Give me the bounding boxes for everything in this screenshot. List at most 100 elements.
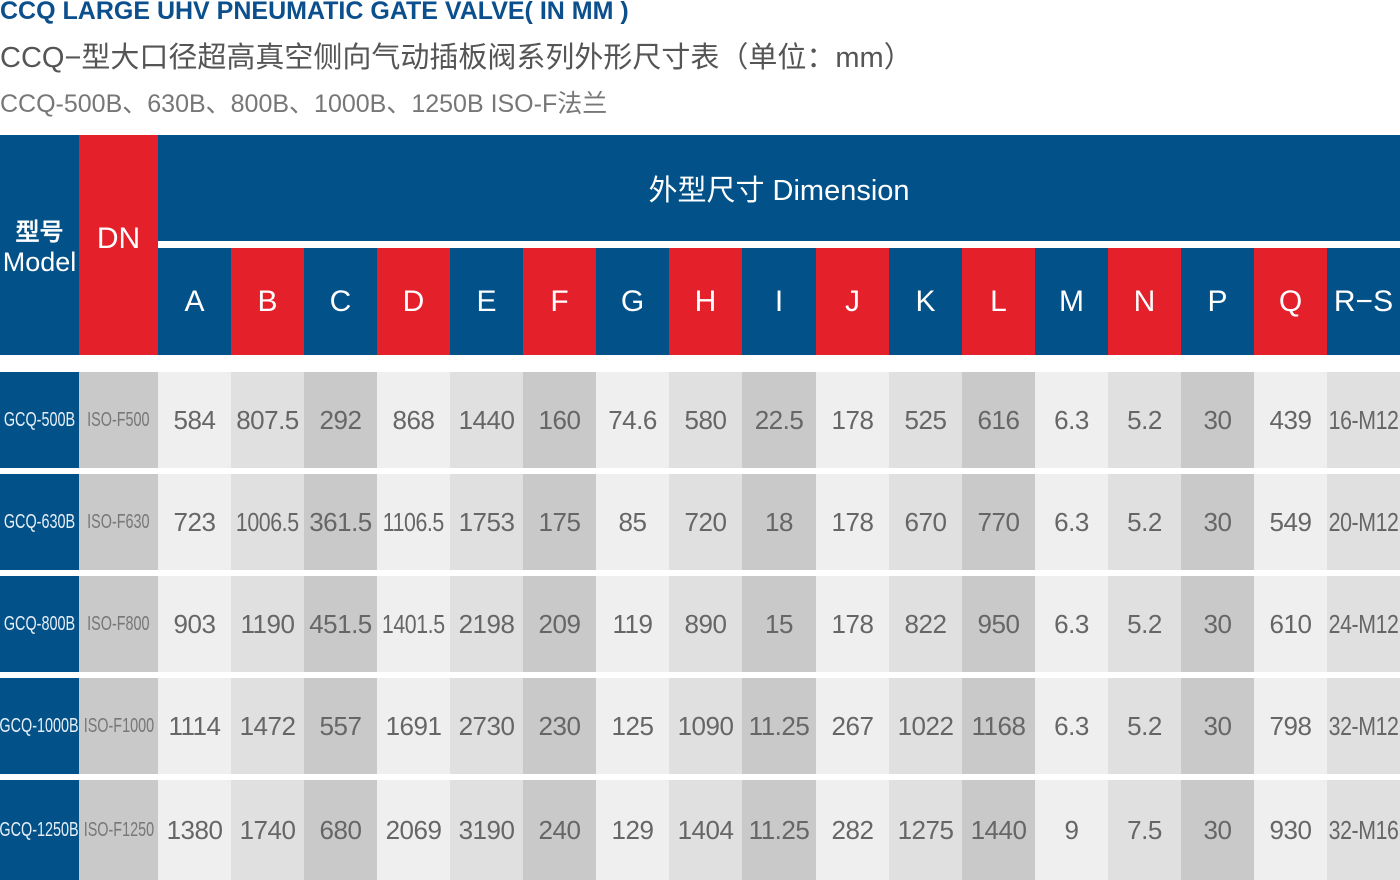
column-header-i: I [742, 248, 816, 355]
table-cell: 24-M12 [1327, 576, 1400, 672]
table-cell: 32-M16 [1327, 780, 1400, 880]
table-cell: 361.5 [304, 474, 377, 570]
table-cell: 723 [158, 474, 231, 570]
model-value: GCQ-800B [3, 612, 76, 635]
column-header-a: A [158, 248, 231, 355]
table-cell: 30 [1181, 780, 1254, 880]
cell-value: 282 [831, 814, 874, 845]
column-header-c: C [304, 248, 377, 355]
cell-value: 950 [977, 608, 1020, 639]
cell-value: 30 [1203, 608, 1232, 639]
table-cell: 6.3 [1035, 678, 1108, 774]
table-cell: 770 [962, 474, 1035, 570]
table-cell: 720 [669, 474, 742, 570]
table-cell: 930 [1254, 780, 1327, 880]
cell-value: 6.3 [1054, 506, 1089, 537]
table-cell: 6.3 [1035, 372, 1108, 468]
table-cell: 868 [377, 372, 450, 468]
table-cell: 1691 [377, 678, 450, 774]
cell-value: 1691 [385, 710, 442, 741]
cell-value: 584 [173, 404, 216, 435]
table-cell: 129 [596, 780, 669, 880]
model-header-en: Model [2, 247, 77, 277]
table-cell: 1190 [231, 576, 304, 672]
cell-value: 1740 [239, 814, 296, 845]
table-cell: 822 [889, 576, 962, 672]
row-dn: ISO-F800 [79, 576, 158, 672]
cell-value: 720 [684, 506, 727, 537]
column-header-j: J [816, 248, 889, 355]
cell-value: 1472 [239, 710, 296, 741]
table-cell: 30 [1181, 678, 1254, 774]
cell-value: 610 [1269, 608, 1312, 639]
table-cell: 267 [816, 678, 889, 774]
table-cell: 30 [1181, 576, 1254, 672]
column-header-h: H [669, 248, 742, 355]
table-cell: 11.25 [742, 678, 816, 774]
cell-value: 1275 [897, 814, 954, 845]
cell-value: 125 [611, 710, 654, 741]
table-cell: 2730 [450, 678, 523, 774]
cell-value: 868 [392, 404, 435, 435]
dn-header: DN [79, 135, 158, 355]
table-cell: 950 [962, 576, 1035, 672]
cell-value: 22.5 [754, 404, 804, 435]
dn-value: ISO-F1250 [83, 818, 154, 841]
table-cell: 525 [889, 372, 962, 468]
column-header-l: L [962, 248, 1035, 355]
cell-value: 1090 [677, 710, 734, 741]
table-cell: 20-M12 [1327, 474, 1400, 570]
cell-value: 1190 [240, 608, 295, 639]
table-cell: 22.5 [742, 372, 816, 468]
table-cell: 1022 [889, 678, 962, 774]
column-header-g: G [596, 248, 669, 355]
table-cell: 610 [1254, 576, 1327, 672]
cell-value: 1401.5 [382, 608, 445, 639]
cell-value: 580 [684, 404, 727, 435]
cell-value: 2730 [458, 710, 515, 741]
table-cell: 616 [962, 372, 1035, 468]
table-cell: 1740 [231, 780, 304, 880]
table-cell: 178 [816, 576, 889, 672]
cell-value: 361.5 [309, 506, 372, 537]
cell-value: 1440 [458, 404, 515, 435]
cell-value: 1404 [677, 814, 734, 845]
cell-value: 2198 [458, 608, 515, 639]
table-cell: 175 [523, 474, 596, 570]
table-cell: 5.2 [1108, 678, 1181, 774]
table-cell: 680 [304, 780, 377, 880]
cell-value: 267 [831, 710, 874, 741]
table-cell: 16-M12 [1327, 372, 1400, 468]
row-dn: ISO-F1000 [79, 678, 158, 774]
table-cell: 1275 [889, 780, 962, 880]
model-value: GCQ-500B [3, 408, 76, 431]
table-cell: 5.2 [1108, 474, 1181, 570]
table-cell: 125 [596, 678, 669, 774]
cell-value: 178 [831, 506, 874, 537]
table-cell: 11.25 [742, 780, 816, 880]
cell-value: 723 [173, 506, 216, 537]
table-cell: 160 [523, 372, 596, 468]
row-model: GCQ-1250B [0, 780, 79, 880]
cell-value: 74.6 [608, 404, 657, 435]
table-cell: 30 [1181, 372, 1254, 468]
table-cell: 5.2 [1108, 576, 1181, 672]
cell-value: 129 [611, 814, 654, 845]
dimension-header: 外型尺寸 Dimension [158, 135, 1400, 241]
cell-value: 5.2 [1127, 608, 1162, 639]
table-cell: 549 [1254, 474, 1327, 570]
subtitle: CCQ-500B、630B、800B、1000B、1250B ISO-F法兰 [0, 90, 608, 118]
title-english: CCQ LARGE UHV PNEUMATIC GATE VALVE( IN M… [0, 0, 629, 25]
cell-value: 616 [977, 404, 1020, 435]
column-header-rs: R−S [1327, 248, 1400, 355]
column-header-p: P [1181, 248, 1254, 355]
model-header: 型号 Model [0, 135, 79, 355]
table-cell: 18 [742, 474, 816, 570]
cell-value: 30 [1203, 404, 1232, 435]
cell-value: 557 [319, 710, 362, 741]
cell-value: 30 [1203, 506, 1232, 537]
cell-value: 1006.5 [236, 506, 299, 537]
table-cell: 807.5 [231, 372, 304, 468]
table-cell: 119 [596, 576, 669, 672]
table-cell: 85 [596, 474, 669, 570]
